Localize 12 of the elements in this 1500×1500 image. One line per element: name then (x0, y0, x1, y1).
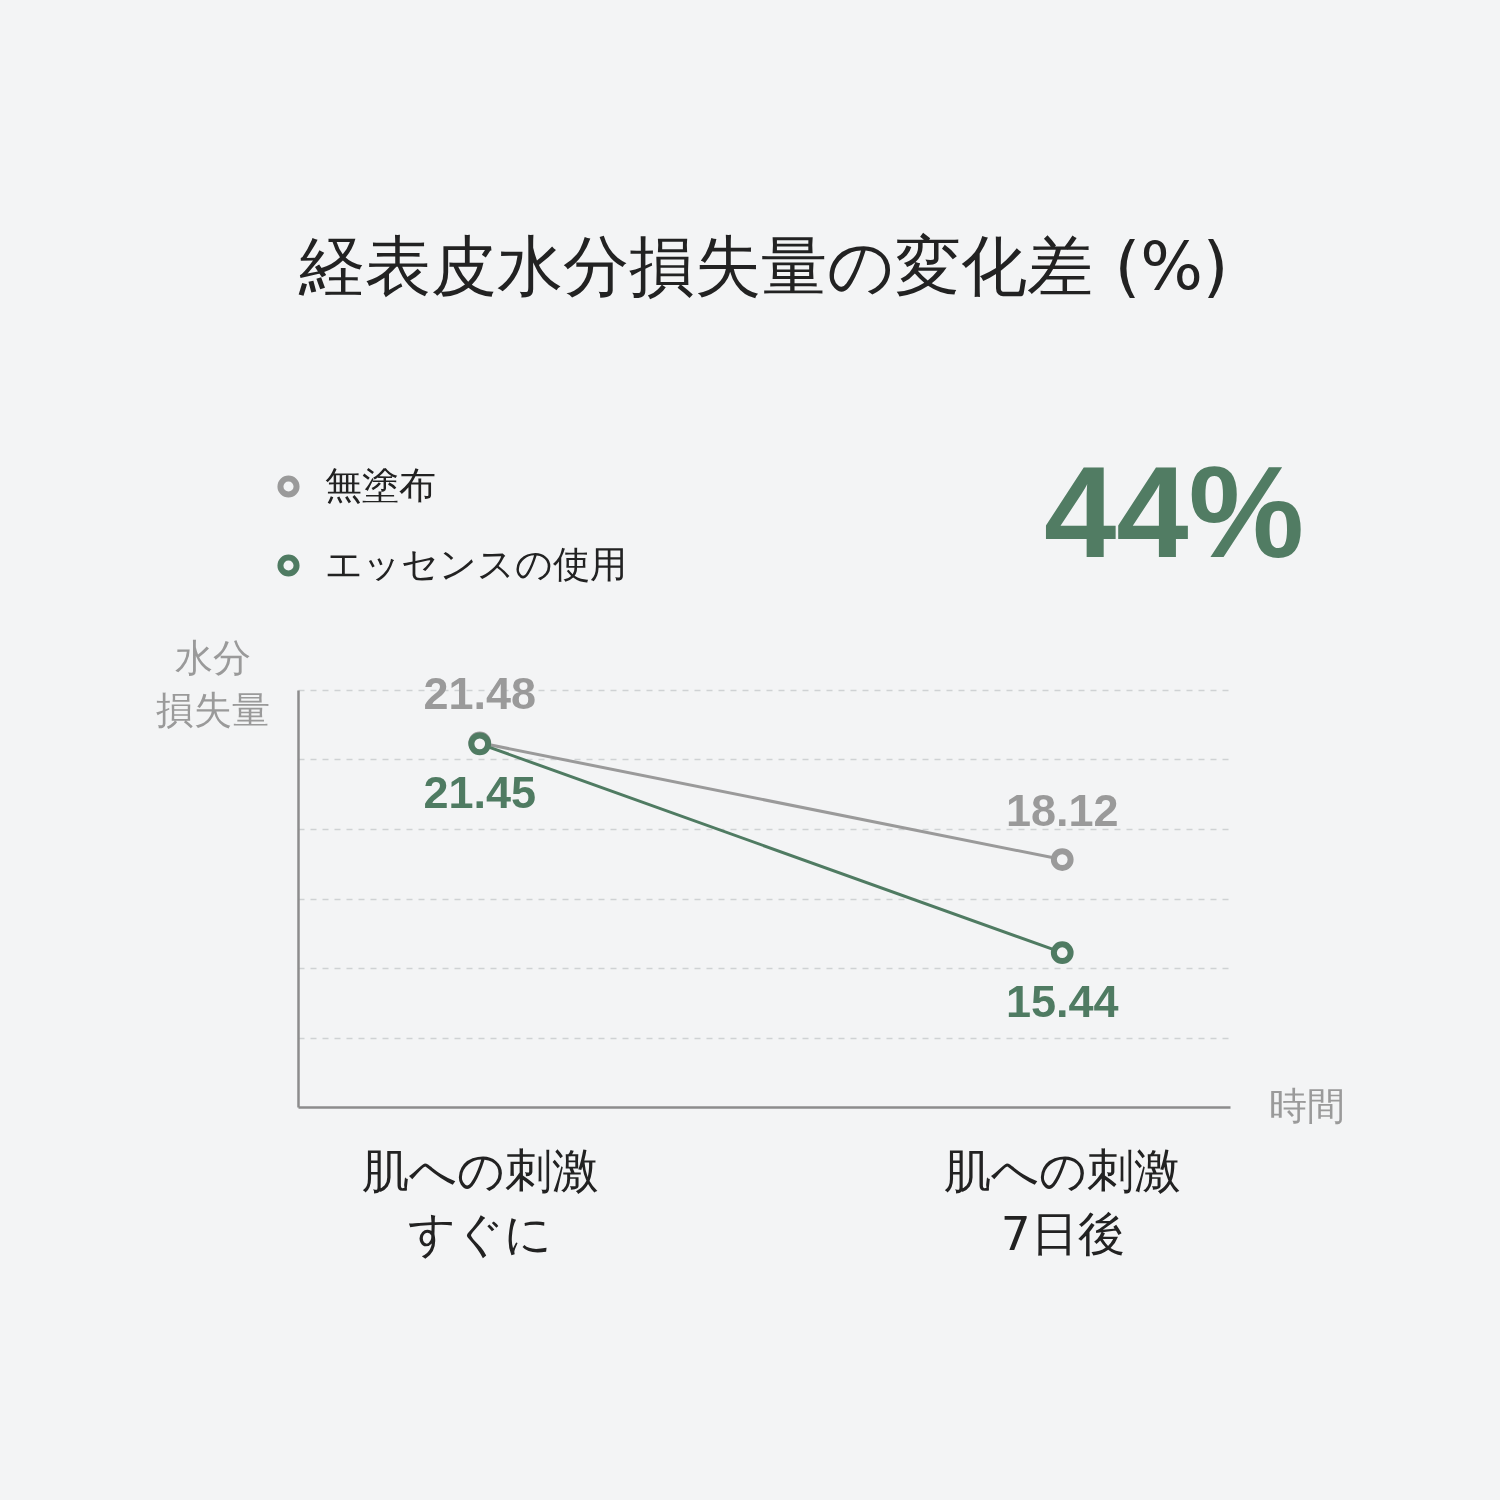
data-label: 18.12 (1005, 784, 1119, 836)
legend-label: エッセンスの使用 (325, 542, 627, 586)
x-tick-label: 肌への刺激すぐに (361, 1142, 599, 1261)
legend-label: 無塗布 (325, 463, 436, 507)
data-label: 15.44 (1005, 975, 1119, 1027)
y-axis-title: 水分損失量 (155, 635, 270, 732)
text: 44% (1043, 439, 1305, 585)
x-tick-label: 肌への刺激7日後 (944, 1142, 1182, 1261)
data-label: 21.45 (423, 766, 537, 818)
chart-title: 経表皮水分損失量の変化差 (%) (298, 228, 1229, 305)
x-axis-title: 時間 (1268, 1083, 1345, 1128)
data-label: 21.48 (423, 667, 537, 719)
